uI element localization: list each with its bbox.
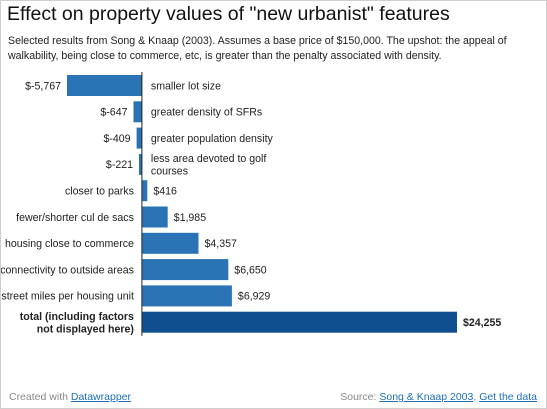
datawrapper-link[interactable]: Datawrapper [70, 391, 131, 403]
bar-chart: $-5,767 smaller lot size $-647 greater dens… [1, 72, 501, 336]
footer-separator: , [473, 391, 480, 403]
value-label: $1,985 [174, 212, 207, 224]
bar [141, 206, 168, 228]
value-label: $6,929 [238, 291, 271, 303]
value-label: $6,650 [234, 264, 267, 276]
value-label: $24,255 [463, 317, 501, 329]
created-with-text: Created with [9, 391, 68, 403]
bar [67, 75, 142, 96]
value-label: $-221 [106, 159, 133, 171]
category-label: greater population density [151, 133, 274, 145]
category-label: street miles per housing unit [1, 291, 134, 303]
bar [141, 259, 229, 281]
bar [141, 311, 457, 333]
source-label: Source: [340, 391, 377, 403]
footer-source: Source: Song & Knaap 2003, Get the data [340, 391, 537, 403]
bar [141, 232, 199, 254]
category-label: total (including factors not displayed he… [20, 311, 134, 336]
category-label: smaller lot size [151, 80, 221, 92]
category-label: housing close to commerce [5, 238, 134, 250]
value-label: $-647 [100, 107, 127, 119]
source-link[interactable]: Song & Knaap 2003 [379, 391, 474, 403]
bar [141, 180, 148, 202]
bar [136, 127, 142, 149]
chart-description: Selected results from Song & Knaap (2003… [8, 35, 507, 62]
value-label: $-409 [103, 133, 130, 145]
footer-credit: Created with Datawrapper [9, 391, 131, 403]
bar [133, 101, 142, 123]
category-label: fewer/shorter cul de sacs [16, 212, 134, 224]
value-label: $-5,767 [25, 80, 61, 92]
bar [139, 153, 142, 175]
category-label: greater density of SFRs [151, 107, 262, 119]
category-label: less area devoted to golf courses [151, 153, 266, 178]
page-title: Effect on property values of "new urbani… [7, 3, 450, 25]
category-label: better connectivity to outside areas [1, 264, 134, 276]
get-data-link[interactable]: Get the data [479, 391, 537, 403]
value-label: $416 [153, 186, 177, 198]
bar [141, 285, 232, 307]
value-label: $4,357 [205, 238, 238, 250]
category-label: closer to parks [65, 186, 134, 198]
